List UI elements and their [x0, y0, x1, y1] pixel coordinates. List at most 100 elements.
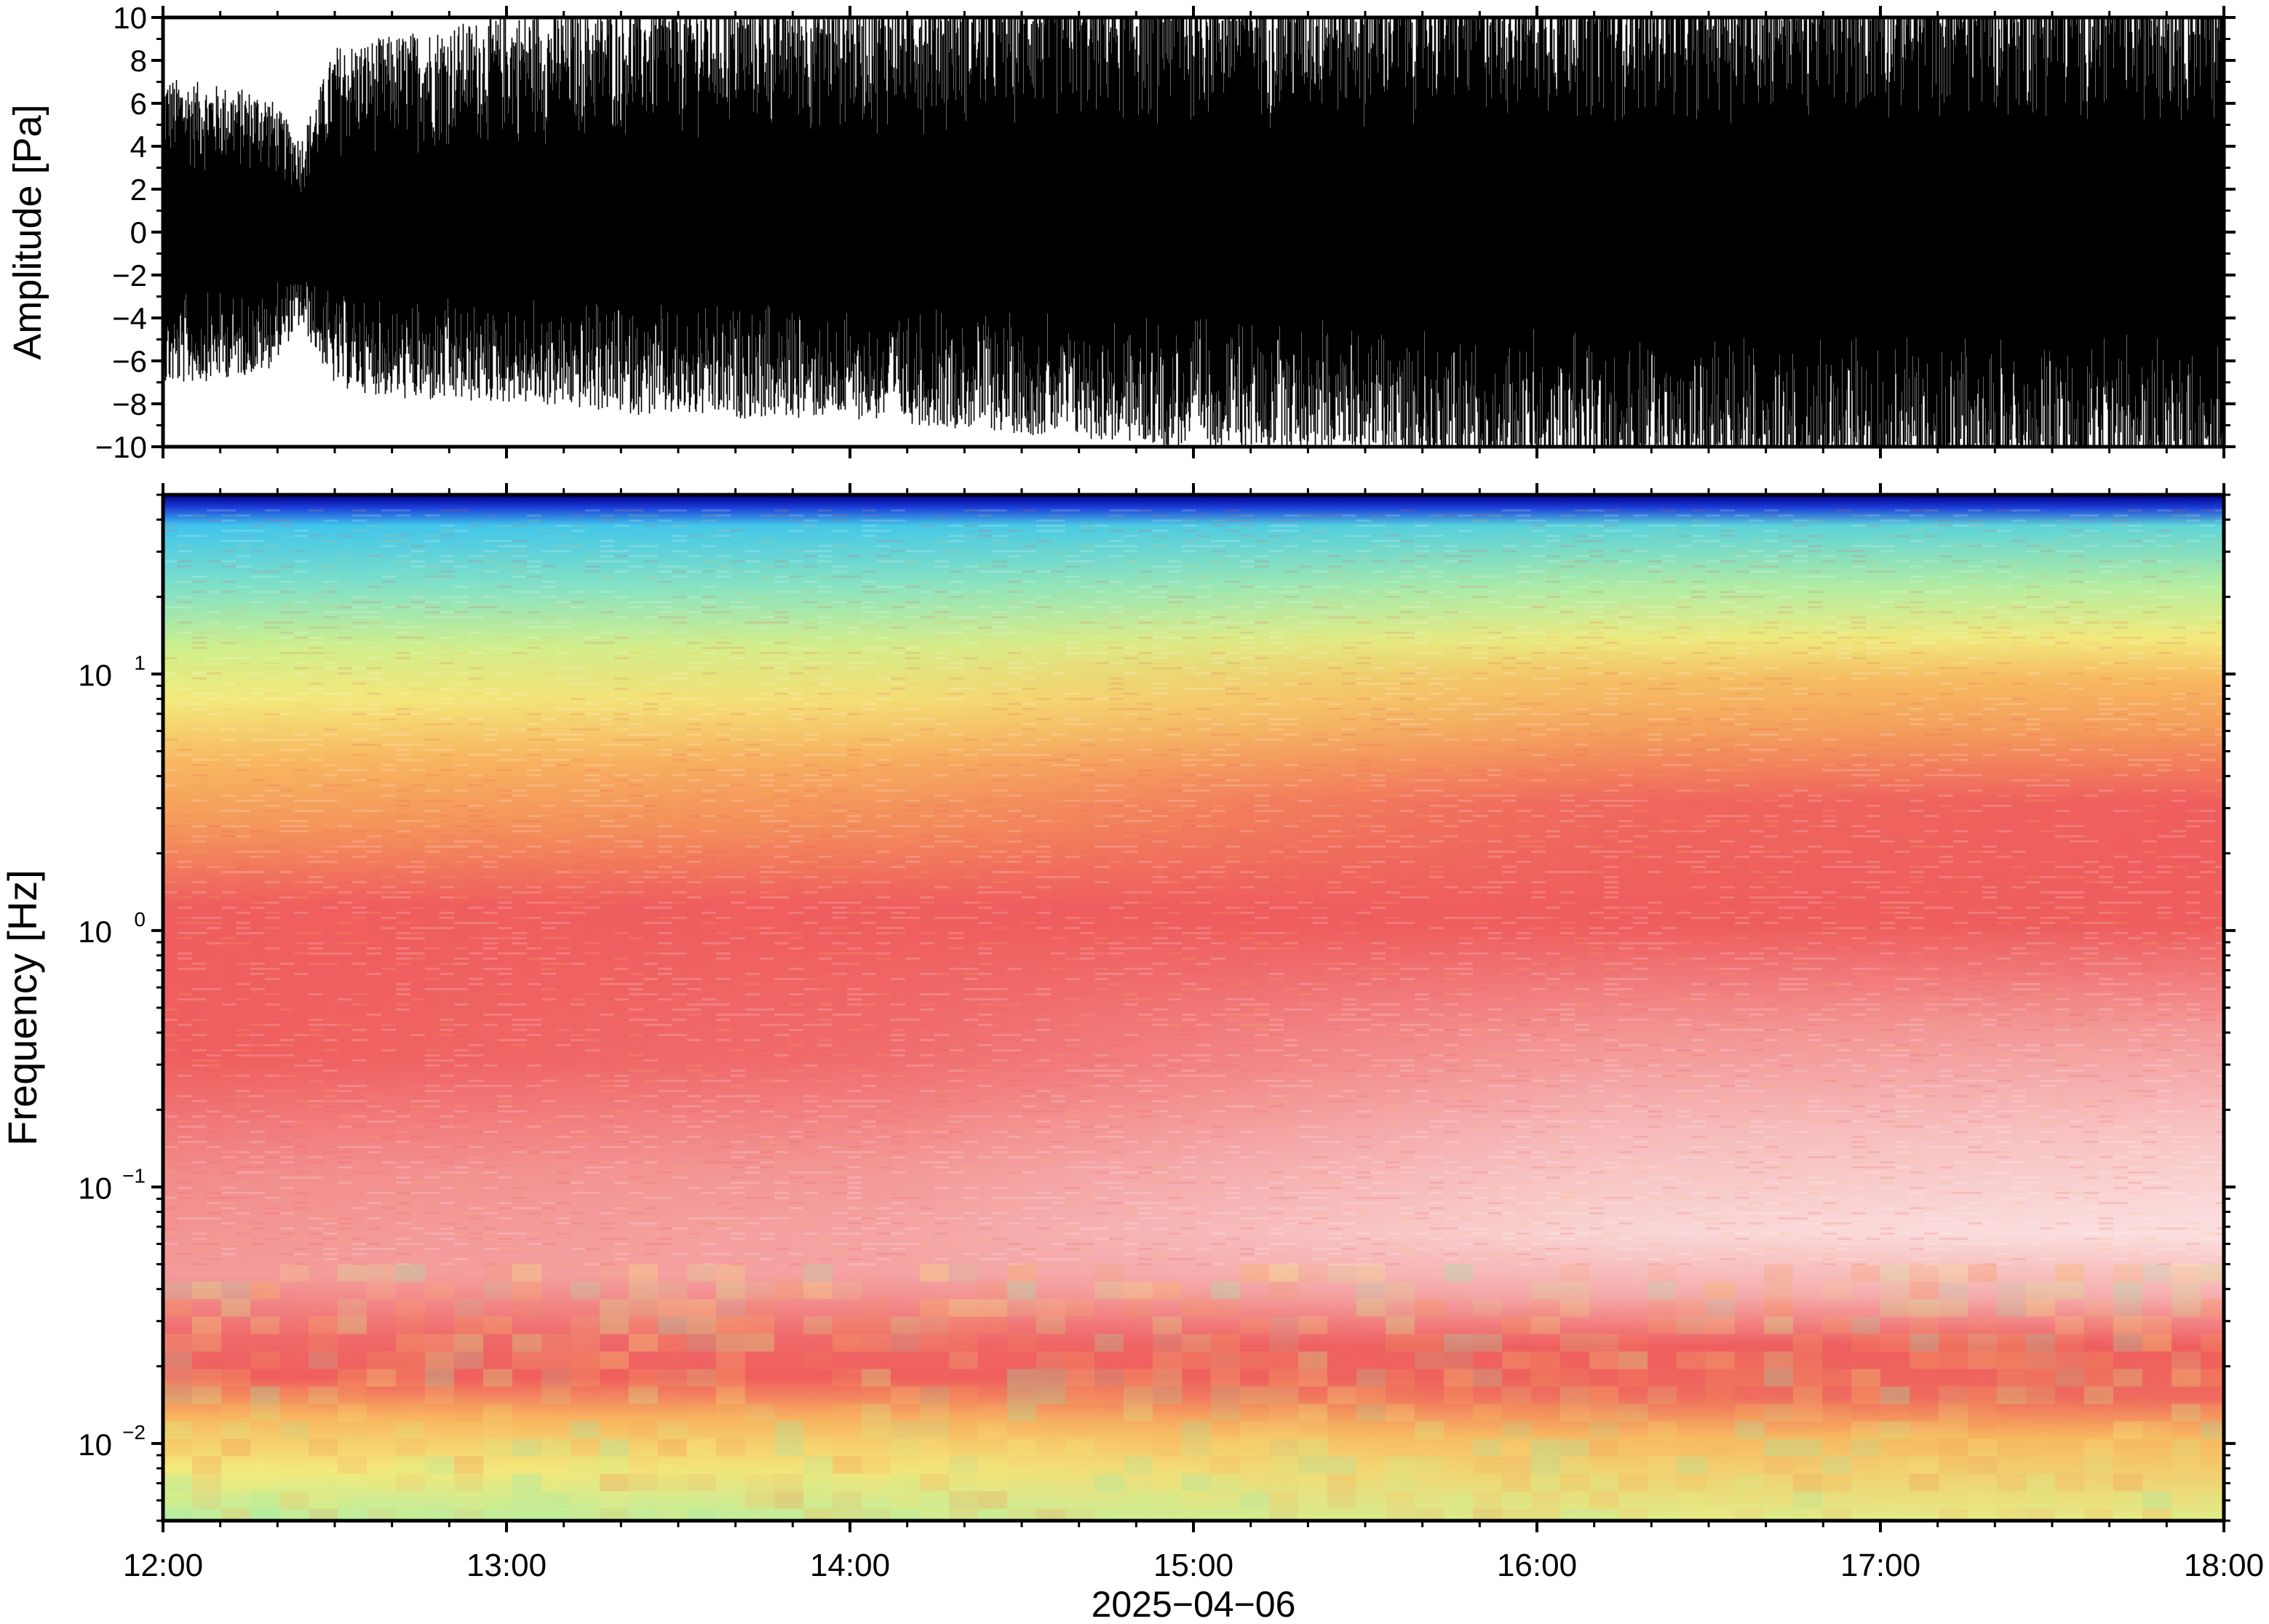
spec-streak — [309, 891, 323, 893]
spec-streak — [367, 616, 381, 618]
spec-cell — [483, 1316, 512, 1334]
spec-streak — [483, 560, 498, 562]
spec-streak — [1153, 1166, 1167, 1169]
spec-streak — [178, 1253, 192, 1255]
spec-streak — [1211, 1090, 1225, 1092]
spec-streak — [803, 708, 818, 710]
spec-streak — [847, 901, 862, 904]
spec-cell — [309, 1438, 338, 1457]
spec-streak — [323, 581, 338, 583]
spec-streak — [1138, 769, 1153, 771]
spec-streak — [833, 881, 847, 883]
spec-streak — [1182, 530, 1196, 532]
spec-cell — [1502, 1491, 1531, 1509]
spec-streak — [1196, 1075, 1211, 1077]
spec-streak — [1036, 1161, 1051, 1163]
spec-streak — [905, 642, 920, 644]
spec-streak — [1153, 963, 1167, 965]
spec-streak — [410, 708, 425, 710]
spec-streak — [352, 840, 367, 843]
spec-streak — [833, 713, 847, 715]
spec-streak — [1153, 565, 1167, 568]
spec-streak — [803, 662, 818, 664]
spec-streak — [571, 907, 585, 909]
spec-streak — [556, 912, 571, 914]
spec-streak — [556, 840, 571, 843]
spec-streak — [847, 988, 862, 990]
spec-cell — [716, 1351, 745, 1369]
spec-streak — [527, 1238, 541, 1240]
spec-streak — [1196, 968, 1211, 970]
spec-streak — [934, 1131, 949, 1133]
spec-cell — [2084, 1386, 2113, 1404]
spec-streak — [833, 545, 847, 547]
spec-streak — [1022, 688, 1036, 690]
spec-cell — [221, 1508, 250, 1521]
spec-streak — [658, 871, 672, 873]
spec-streak — [818, 698, 833, 700]
spec-streak — [571, 667, 585, 669]
spec-streak — [265, 789, 279, 792]
spec-streak — [527, 1034, 541, 1036]
spec-streak — [250, 688, 265, 690]
spec-cell — [2084, 1316, 2113, 1334]
spec-streak — [891, 1110, 905, 1112]
spec-streak — [352, 1008, 367, 1011]
spec-streak — [1182, 1070, 1196, 1072]
spec-streak — [789, 800, 803, 802]
spec-streak — [658, 998, 672, 1000]
spec-streak — [1327, 576, 1342, 578]
spec-streak — [789, 1029, 803, 1031]
spec-streak — [1109, 754, 1124, 756]
spec-streak — [687, 988, 702, 990]
spec-streak — [672, 550, 687, 552]
spec-streak — [323, 1095, 338, 1097]
spec-cell — [1036, 1386, 1065, 1404]
spec-streak — [1138, 616, 1153, 618]
spec-streak — [789, 1177, 803, 1179]
spec-streak — [381, 713, 396, 715]
spec-streak — [512, 1187, 527, 1189]
spec-cell — [279, 1421, 309, 1439]
spec-streak — [352, 1171, 367, 1174]
spec-cell — [163, 1491, 192, 1509]
spec-cell — [920, 1456, 949, 1474]
spec-streak — [818, 1258, 833, 1260]
spec-streak — [949, 764, 963, 766]
spec-streak — [236, 1054, 250, 1056]
spec-cell — [571, 1438, 600, 1457]
spec-streak — [294, 739, 309, 741]
spec-streak — [498, 1202, 512, 1204]
spec-streak — [600, 891, 614, 893]
spec-streak — [934, 754, 949, 756]
spec-streak — [876, 1243, 891, 1245]
spec-streak — [367, 835, 381, 837]
spec-streak — [993, 774, 1007, 776]
spec-streak — [803, 1182, 818, 1184]
spec-streak — [963, 901, 978, 904]
spec-streak — [978, 626, 993, 629]
spec-streak — [410, 1034, 425, 1036]
spec-streak — [294, 769, 309, 771]
spec-streak — [454, 596, 469, 598]
spec-streak — [1211, 1151, 1225, 1153]
spec-streak — [294, 530, 309, 532]
spec-cell — [1764, 1508, 1793, 1521]
spec-cell — [687, 1316, 716, 1334]
spec-cell — [396, 1264, 425, 1282]
spec-streak — [178, 907, 192, 909]
spec-streak — [192, 764, 207, 766]
spec-cell — [1677, 1456, 1706, 1474]
spec-streak — [1167, 835, 1182, 837]
spec-streak — [1080, 662, 1094, 664]
spec-streak — [891, 1233, 905, 1235]
spec-streak — [1094, 601, 1109, 603]
spec-streak — [236, 1039, 250, 1041]
spec-cell — [1997, 1334, 2026, 1352]
spec-streak — [1269, 1207, 1284, 1209]
spec-cell — [2084, 1369, 2113, 1387]
spec-streak — [876, 586, 891, 588]
spec-streak — [833, 514, 847, 517]
spec-streak — [192, 800, 207, 802]
spec-cell — [1968, 1386, 1997, 1404]
